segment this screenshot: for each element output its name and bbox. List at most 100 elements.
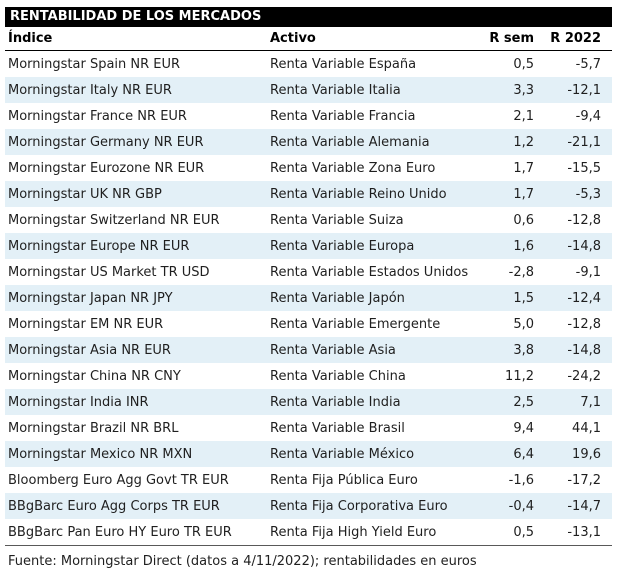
source-note: Fuente: Morningstar Direct (datos a 4/11… — [8, 554, 477, 569]
week-return: 0,5 — [513, 56, 534, 72]
table-row: Morningstar France NR EUR Renta Variable … — [5, 103, 612, 129]
week-return: 2,5 — [513, 394, 534, 410]
asset-name: Renta Variable Francia — [270, 108, 416, 124]
table-row: Morningstar India INR Renta Variable Indi… — [5, 389, 612, 415]
ytd-2022-return: -9,1 — [575, 264, 601, 280]
asset-name: Renta Variable India — [270, 394, 401, 410]
ytd-2022-return: 44,1 — [572, 420, 601, 436]
week-return: 1,2 — [513, 134, 534, 150]
index-name: Morningstar Switzerland NR EUR — [8, 212, 220, 228]
table-row: Morningstar Mexico NR MXN Renta Variable … — [5, 441, 612, 467]
index-name: Morningstar Eurozone NR EUR — [8, 160, 205, 176]
ytd-2022-return: -13,1 — [534, 519, 612, 546]
ytd-2022-return: -12,1 — [567, 82, 601, 98]
table-row: Morningstar US Market TR USD Renta Variab… — [5, 259, 612, 285]
asset-name: Renta Variable Italia — [270, 82, 401, 98]
table-row: Morningstar EM NR EUR Renta Variable Emer… — [5, 311, 612, 337]
index-name: BBgBarc Pan Euro HY Euro TR EUR — [5, 519, 267, 546]
index-name: BBgBarc Euro Agg Corps TR EUR — [8, 498, 220, 514]
index-name: Morningstar EM NR EUR — [8, 316, 164, 332]
ytd-2022-return: -15,5 — [567, 160, 601, 176]
index-name: Morningstar India INR — [8, 394, 149, 410]
table-row: Morningstar Germany NR EUR Renta Variable… — [5, 129, 612, 155]
week-return: 1,7 — [513, 186, 534, 202]
week-return: 1,6 — [513, 238, 534, 254]
table-row: Morningstar Asia NR EUR Renta Variable As… — [5, 337, 612, 363]
column-header-r-2022: R 2022 — [534, 27, 612, 51]
report-title-bar: RENTABILIDAD DE LOS MERCADOS — [5, 7, 612, 27]
index-name: Morningstar Japan NR JPY — [8, 290, 173, 306]
asset-name: Renta Variable Emergente — [270, 316, 441, 332]
table-row: Morningstar UK NR GBP Renta Variable Rein… — [5, 181, 612, 207]
ytd-2022-return: -12,8 — [567, 212, 601, 228]
column-header-activo: Activo — [267, 27, 482, 51]
table-body: Morningstar Spain NR EUR Renta Variable E… — [5, 51, 612, 546]
ytd-2022-return: -17,2 — [567, 472, 601, 488]
week-return: 1,7 — [513, 160, 534, 176]
index-name: Morningstar Asia NR EUR — [8, 342, 171, 358]
table-row: BBgBarc Pan Euro HY Euro TR EUR Renta Fij… — [5, 519, 612, 546]
table-row: BBgBarc Euro Agg Corps TR EUR Renta Fija … — [5, 493, 612, 519]
asset-name: Renta Variable Asia — [270, 342, 396, 358]
index-name: Morningstar Mexico NR MXN — [8, 446, 193, 462]
asset-name: Renta Fija High Yield Euro — [267, 519, 482, 546]
index-name: Morningstar Brazil NR BRL — [8, 420, 179, 436]
table-row: Morningstar Spain NR EUR Renta Variable E… — [5, 51, 612, 78]
index-name: Morningstar France NR EUR — [8, 108, 187, 124]
week-return: 0,6 — [513, 212, 534, 228]
ytd-2022-return: 7,1 — [580, 394, 601, 410]
week-return: 0,5 — [482, 519, 534, 546]
ytd-2022-return: -12,8 — [567, 316, 601, 332]
asset-name: Renta Variable Reino Unido — [270, 186, 447, 202]
asset-name: Renta Variable Brasil — [270, 420, 405, 436]
returns-table: Índice Activo R sem R 2022 Morningstar S… — [5, 27, 612, 546]
ytd-2022-return: 19,6 — [572, 446, 601, 462]
report-title: RENTABILIDAD DE LOS MERCADOS — [10, 9, 262, 24]
market-returns-report: RENTABILIDAD DE LOS MERCADOS Índice Acti… — [5, 7, 612, 569]
ytd-2022-return: -9,4 — [575, 108, 601, 124]
index-name: Morningstar UK NR GBP — [8, 186, 162, 202]
index-name: Bloomberg Euro Agg Govt TR EUR — [8, 472, 229, 488]
table-row: Morningstar Eurozone NR EUR Renta Variabl… — [5, 155, 612, 181]
ytd-2022-return: -21,1 — [567, 134, 601, 150]
asset-name: Renta Variable Japón — [270, 290, 405, 306]
week-return: 3,8 — [513, 342, 534, 358]
column-header-r-sem: R sem — [482, 27, 534, 51]
week-return: -0,4 — [508, 498, 534, 514]
table-row: Morningstar Switzerland NR EUR Renta Vari… — [5, 207, 612, 233]
asset-name: Renta Variable España — [270, 56, 417, 72]
table-row: Bloomberg Euro Agg Govt TR EUR Renta Fija… — [5, 467, 612, 493]
index-name: Morningstar Germany NR EUR — [8, 134, 204, 150]
week-return: 1,5 — [513, 290, 534, 306]
ytd-2022-return: -24,2 — [567, 368, 601, 384]
week-return: 6,4 — [513, 446, 534, 462]
ytd-2022-return: -5,3 — [575, 186, 601, 202]
ytd-2022-return: -12,4 — [567, 290, 601, 306]
ytd-2022-return: -5,7 — [575, 56, 601, 72]
index-name: Morningstar US Market TR USD — [8, 264, 210, 280]
table-row: Morningstar Brazil NR BRL Renta Variable … — [5, 415, 612, 441]
table-row: Morningstar China NR CNY Renta Variable C… — [5, 363, 612, 389]
index-name: Morningstar Spain NR EUR — [8, 56, 181, 72]
week-return: 9,4 — [513, 420, 534, 436]
week-return: 11,2 — [505, 368, 534, 384]
table-row: Morningstar Japan NR JPY Renta Variable J… — [5, 285, 612, 311]
table-header-row: Índice Activo R sem R 2022 — [5, 27, 612, 51]
column-header-indice: Índice — [5, 27, 267, 51]
week-return: -2,8 — [508, 264, 534, 280]
index-name: Morningstar Europe NR EUR — [8, 238, 190, 254]
week-return: 3,3 — [513, 82, 534, 98]
table-row: Morningstar Europe NR EUR Renta Variable … — [5, 233, 612, 259]
index-name: Morningstar China NR CNY — [8, 368, 181, 384]
asset-name: Renta Variable México — [270, 446, 415, 462]
asset-name: Renta Variable Suiza — [270, 212, 404, 228]
index-name: Morningstar Italy NR EUR — [8, 82, 172, 98]
week-return: -1,6 — [508, 472, 534, 488]
week-return: 2,1 — [513, 108, 534, 124]
asset-name: Renta Variable Europa — [270, 238, 415, 254]
asset-name: Renta Variable Alemania — [270, 134, 430, 150]
ytd-2022-return: -14,8 — [567, 342, 601, 358]
asset-name: Renta Variable China — [270, 368, 406, 384]
ytd-2022-return: -14,7 — [567, 498, 601, 514]
week-return: 5,0 — [513, 316, 534, 332]
